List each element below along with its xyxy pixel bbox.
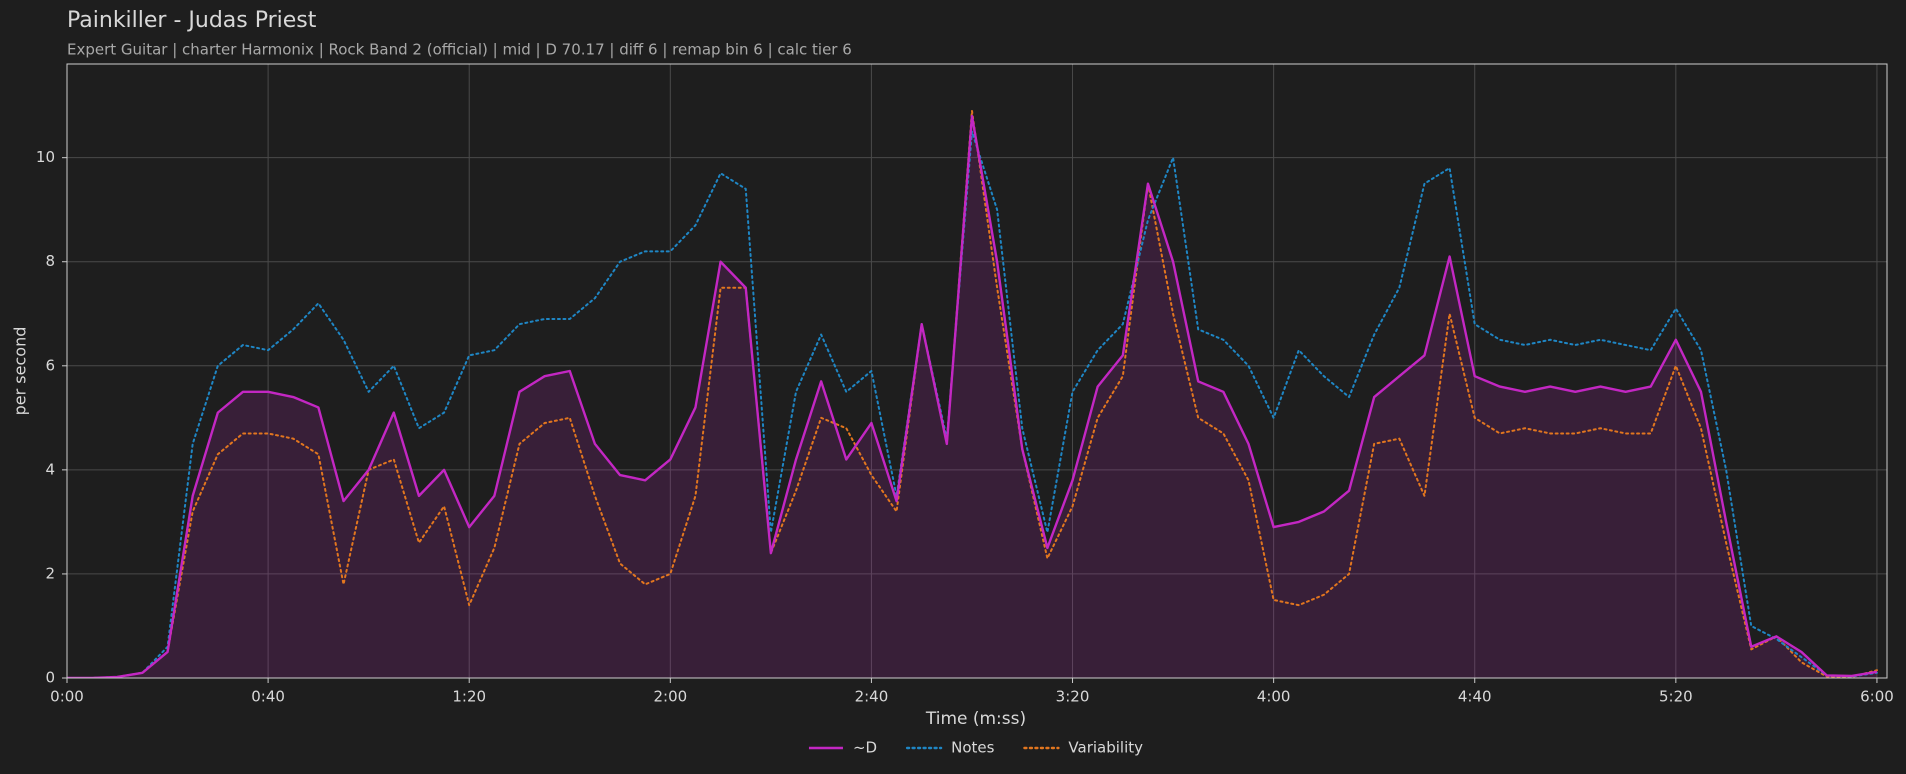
x-tick-label: 0:00 <box>50 688 84 706</box>
x-tick-label: 0:40 <box>251 688 285 706</box>
chart-title: Painkiller - Judas Priest <box>67 8 317 33</box>
x-tick-label: 4:40 <box>1458 688 1492 706</box>
y-tick-label: 8 <box>45 252 55 270</box>
plot-frame <box>66 63 1888 679</box>
x-tick-label: 2:00 <box>653 688 687 706</box>
x-tick-label: 6:00 <box>1860 688 1894 706</box>
area <box>67 116 1877 678</box>
legend-label: ~D <box>853 739 877 757</box>
plot-area <box>67 109 1878 678</box>
y-axis-label: per second <box>11 327 30 416</box>
x-tick-label: 5:20 <box>1659 688 1693 706</box>
x-tick-label: 1:20 <box>452 688 486 706</box>
y-tick-label: 10 <box>36 148 55 166</box>
legend-label: Notes <box>951 739 995 757</box>
x-tick-label: 3:20 <box>1056 688 1090 706</box>
y-tick-label: 4 <box>45 460 55 478</box>
y-tick-label: 6 <box>45 356 55 374</box>
line <box>67 114 1878 678</box>
y-tick-label: 2 <box>45 564 55 582</box>
chart-subtitle: Expert Guitar | charter Harmonix | Rock … <box>67 41 852 59</box>
x-axis-label: Time (m:ss) <box>925 709 1026 729</box>
y-tick-label: 0 <box>45 669 55 687</box>
x-tick-label: 4:00 <box>1257 688 1291 706</box>
x-tick-label: 2:40 <box>855 688 889 706</box>
legend: ~D Notes Variability <box>808 739 1143 757</box>
legend-label: Variability <box>1068 739 1143 757</box>
